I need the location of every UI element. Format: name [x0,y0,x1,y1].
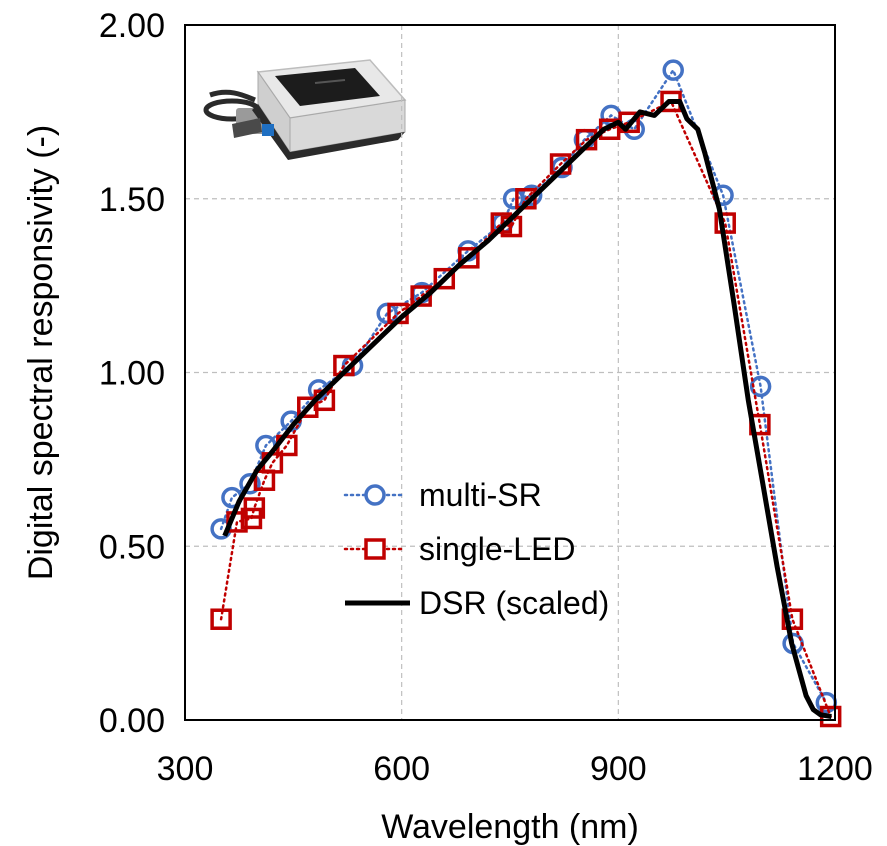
legend-label-multi-sr: multi-SR [419,477,542,513]
data-point-single-led [210,608,232,630]
series-line-single-led [219,99,832,718]
data-point-multi-sr [749,375,772,398]
series-line-dsr-scaled [222,99,832,719]
plot-frame [184,24,836,721]
x-tick-label: 600 [373,750,430,788]
legend-marker-multi-sr [364,484,386,506]
legend-label-single-led: single-LED [419,531,576,567]
y-tick-label: 0.00 [99,702,165,740]
y-tick-label: 1.00 [99,355,165,393]
legend-marker-single-led [364,538,386,560]
data-point-single-led [433,267,456,290]
device-photo-inset [203,59,407,160]
data-point-single-led [781,608,804,630]
x-tick-label: 300 [157,750,214,788]
legend-label-dsr-scaled: DSR (scaled) [419,585,609,621]
y-tick-label: 0.50 [99,528,165,566]
data-point-multi-sr [376,302,398,325]
y-tick-label: 1.50 [99,181,165,219]
x-tick-label: 1200 [797,750,873,788]
data-point-single-led [243,497,266,519]
data-point-single-led [458,247,480,269]
data-point-multi-sr [520,184,543,207]
data-point-multi-sr [662,59,684,81]
y-tick-label: 2.00 [99,7,165,45]
data-point-multi-sr [239,472,261,495]
series-line-multi-sr [219,67,828,704]
y-axis-title: Digital spectral responsivity (-) [22,125,60,580]
x-tick-label: 900 [590,750,647,788]
x-axis-title: Wavelength (nm) [381,808,639,846]
